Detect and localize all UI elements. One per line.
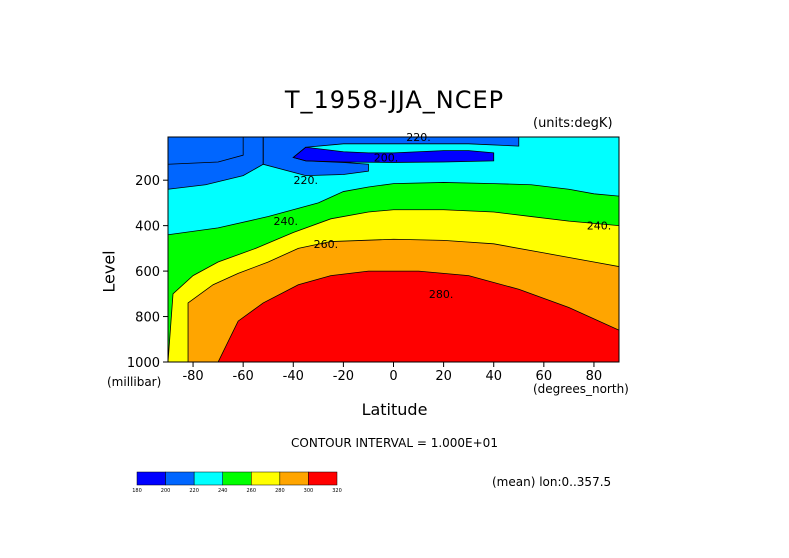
- colorbar-label-4: 260: [247, 488, 257, 494]
- colorbar-swatch-0: [136, 471, 166, 486]
- contour-line-200-0: [168, 137, 244, 165]
- mean-note: (mean) lon:0..357.5: [492, 475, 612, 489]
- colorbar: 180 200 220 240 260 280 300 320: [132, 471, 342, 494]
- contour-label-5: 260.: [314, 238, 339, 251]
- x-tick-label-8: 80: [586, 369, 603, 384]
- contour-lines: [168, 137, 619, 362]
- colorbar-label-5: 280: [275, 488, 285, 494]
- contour-label-6: 280.: [429, 288, 454, 301]
- y-tick-label-3: 800: [135, 311, 160, 326]
- colorbar-label-0: 180: [132, 488, 142, 494]
- y-axis-unit: (millibar): [107, 375, 162, 389]
- units-label: (units:degK): [533, 116, 613, 131]
- contour-line-260-5: [168, 209, 619, 362]
- y-tick-label-0: 200: [135, 174, 160, 189]
- x-tick-label-4: 0: [389, 369, 397, 384]
- colorbar-swatch-4: [251, 471, 281, 486]
- contour-line-220-3: [262, 137, 520, 177]
- y-tick-label-1: 400: [135, 220, 160, 235]
- colorbar-label-2: 220: [189, 488, 199, 494]
- contour-line-220-2: [168, 137, 264, 190]
- colorbar-swatch-2: [193, 471, 223, 486]
- colorbar-label-1: 200: [161, 488, 171, 494]
- x-axis-title: Latitude: [361, 400, 428, 419]
- chart-title: T_1958-JJA_NCEP: [284, 86, 505, 114]
- colorbar-label-7: 320: [332, 488, 342, 494]
- y-axis-title: Level: [99, 250, 119, 293]
- colorbar-swatch-1: [165, 471, 195, 486]
- contour-label-2: 220.: [294, 174, 319, 187]
- x-axis-unit: (degrees_north): [533, 382, 629, 396]
- colorbar-swatch-3: [222, 471, 252, 486]
- x-tick-label-7: 60: [536, 369, 553, 384]
- x-tick-label-0: -80: [182, 369, 203, 384]
- x-tick-label-6: 40: [485, 369, 502, 384]
- x-tick-label-1: -60: [233, 369, 254, 384]
- y-tick-label-4: 1000: [127, 356, 160, 371]
- filled-contours: [168, 137, 619, 362]
- contour-label-1: 200.: [374, 151, 399, 164]
- colorbar-swatch-6: [308, 471, 338, 486]
- x-tick-label-3: -20: [333, 369, 354, 384]
- band-220-3: [263, 137, 519, 176]
- x-tick-label-2: -40: [283, 369, 304, 384]
- y-tick-label-2: 600: [135, 265, 160, 280]
- contour-line-300-7: [217, 270, 619, 362]
- x-tick-label-5: 20: [435, 369, 452, 384]
- colorbar-label-6: 300: [304, 488, 314, 494]
- colorbar-label-3: 240: [218, 488, 228, 494]
- contour-label-3: 240.: [274, 215, 299, 228]
- contour-interval-note: CONTOUR INTERVAL = 1.000E+01: [291, 436, 498, 450]
- contour-line-280-6: [187, 238, 619, 362]
- contour-label-4: 240.: [587, 220, 612, 233]
- colorbar-swatch-5: [279, 471, 309, 486]
- contour-line-240-4: [168, 182, 619, 236]
- y-axis-ticks: 200 400 600 800 1000: [127, 174, 168, 371]
- x-axis-ticks: -80 -60 -40 -20 0 20 40 60 80: [182, 362, 602, 384]
